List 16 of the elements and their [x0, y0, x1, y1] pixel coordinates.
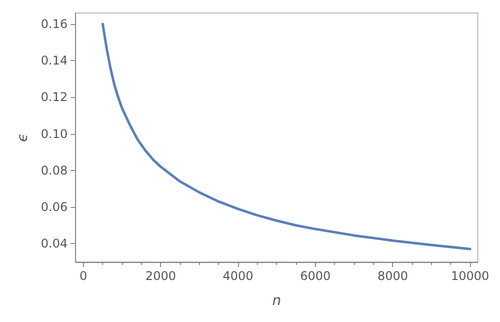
y-tick-label: 0.16 [40, 16, 68, 31]
y-tick-label: 0.14 [40, 54, 68, 68]
x-axis-title: n [272, 293, 282, 309]
line-series [101, 22, 472, 250]
x-tick-label: 6000 [300, 269, 331, 283]
y-tick-label: 0.06 [40, 200, 68, 214]
x-tick-label: 2000 [145, 269, 176, 283]
y-tick-label: 0.10 [40, 126, 68, 141]
x-tick-label: 0 [80, 269, 88, 283]
x-tick-label: 8000 [377, 269, 408, 283]
y-tick-label: 0.08 [40, 163, 68, 178]
y-tick-label: 0.12 [40, 90, 68, 104]
x-tick-label: 4000 [222, 269, 254, 283]
y-tick-label: 0.04 [40, 236, 68, 251]
y-axis-title: ϵ [15, 133, 31, 142]
x-tick-label: 10000 [450, 269, 490, 283]
